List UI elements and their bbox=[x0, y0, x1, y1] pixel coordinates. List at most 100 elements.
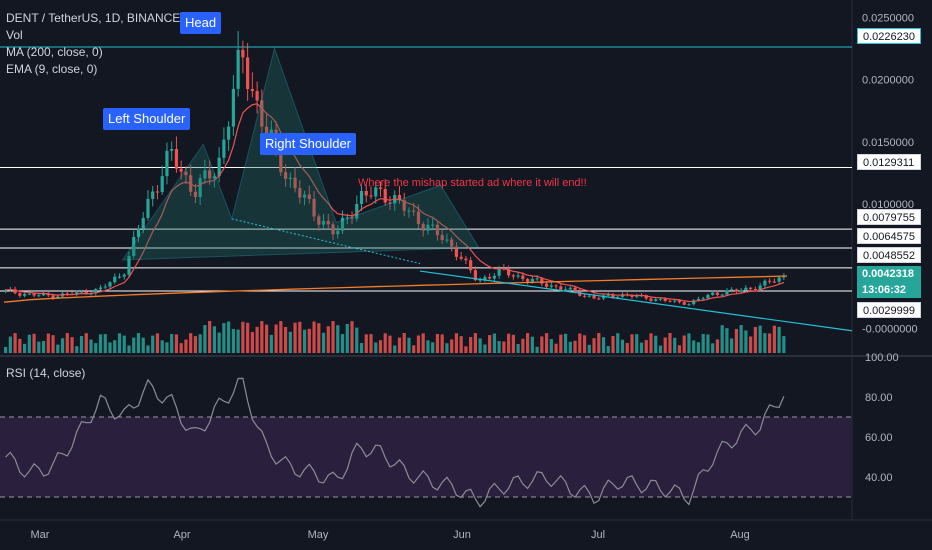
candle-body bbox=[464, 258, 468, 261]
volume-bar bbox=[459, 336, 463, 353]
left-shoulder-annotation[interactable]: Left Shoulder bbox=[103, 108, 191, 130]
candle-body bbox=[606, 294, 610, 296]
volume-bar bbox=[483, 344, 487, 353]
volume-bar bbox=[492, 333, 496, 353]
candle-body bbox=[165, 150, 169, 177]
volume-bar bbox=[488, 335, 492, 353]
vol-indicator-label[interactable]: Vol bbox=[6, 28, 23, 42]
volume-bar bbox=[179, 343, 183, 353]
candle-body bbox=[212, 176, 216, 179]
candle-body bbox=[582, 295, 587, 297]
rsi-band bbox=[0, 417, 852, 497]
volume-bar bbox=[426, 340, 430, 353]
volume-bar bbox=[60, 338, 65, 353]
candle-body bbox=[174, 149, 179, 169]
candle-body bbox=[478, 279, 482, 281]
candle-body bbox=[715, 292, 720, 295]
candle-body bbox=[283, 172, 288, 179]
rsi-indicator-label[interactable]: RSI (14, close) bbox=[6, 366, 86, 380]
candle-body bbox=[507, 268, 511, 276]
candle-body bbox=[241, 49, 245, 58]
volume-bar bbox=[246, 322, 250, 353]
volume-bar bbox=[469, 337, 473, 353]
candle-body bbox=[431, 224, 435, 226]
volume-bar bbox=[32, 333, 36, 353]
volume-bar bbox=[450, 339, 454, 353]
candle-body bbox=[217, 157, 221, 177]
candle-body bbox=[41, 293, 46, 296]
volume-bar bbox=[222, 323, 226, 353]
volume-bar bbox=[170, 334, 174, 353]
candle-body bbox=[103, 286, 107, 288]
volume-bar bbox=[127, 345, 131, 353]
volume-bar bbox=[578, 333, 582, 353]
candle-body bbox=[246, 57, 250, 89]
ma-indicator-label[interactable]: MA (200, close, 0) bbox=[6, 45, 103, 59]
volume-bar bbox=[554, 343, 558, 353]
candle-body bbox=[597, 298, 601, 300]
volume-bar bbox=[174, 334, 179, 353]
candle-body bbox=[734, 289, 738, 292]
volume-bar bbox=[644, 340, 648, 353]
candle-body bbox=[170, 149, 174, 151]
candle-body bbox=[749, 287, 753, 289]
volume-bar bbox=[193, 336, 198, 353]
candle-body bbox=[203, 170, 207, 179]
volume-bar bbox=[649, 333, 653, 353]
volume-bar bbox=[260, 321, 264, 353]
volume-bar bbox=[374, 342, 378, 353]
candle-body bbox=[616, 296, 620, 298]
candle-body bbox=[516, 275, 520, 277]
candle-body bbox=[193, 191, 198, 198]
volume-bar bbox=[706, 334, 710, 353]
candle-body bbox=[407, 210, 411, 212]
ema-line bbox=[5, 103, 785, 303]
volume-bar bbox=[189, 333, 193, 353]
candle-body bbox=[445, 239, 449, 241]
candle-body bbox=[4, 289, 8, 291]
candle-body bbox=[554, 285, 558, 287]
volume-bar bbox=[298, 321, 302, 353]
volume-bar bbox=[777, 326, 781, 353]
volume-bar bbox=[402, 333, 406, 353]
symbol-title[interactable]: DENT / TetherUS, 1D, BINANCE bbox=[6, 11, 181, 25]
volume-bar bbox=[587, 344, 591, 353]
volume-bar bbox=[673, 337, 677, 353]
volume-bar bbox=[620, 339, 625, 353]
candle-body bbox=[559, 286, 563, 290]
candle-body bbox=[65, 293, 69, 295]
right-shoulder-annotation[interactable]: Right Shoulder bbox=[260, 133, 356, 155]
head-annotation[interactable]: Head bbox=[180, 12, 222, 34]
candle-body bbox=[250, 88, 254, 92]
candle-body bbox=[260, 100, 264, 127]
candle-body bbox=[378, 187, 383, 189]
candle-body bbox=[706, 294, 710, 299]
price-axis-label: -0.0000000 bbox=[862, 323, 918, 335]
volume-bar bbox=[302, 329, 307, 353]
volume-bar bbox=[582, 335, 587, 353]
volume-bar bbox=[397, 337, 402, 353]
candle-body bbox=[535, 278, 539, 280]
candle-body bbox=[426, 224, 430, 231]
candle-body bbox=[469, 260, 473, 271]
candle-body bbox=[27, 293, 31, 295]
ema-indicator-label[interactable]: EMA (9, close, 0) bbox=[6, 62, 98, 76]
price-tag-level-4: 0.0048552 bbox=[857, 247, 921, 263]
chart-note[interactable]: Where the mishap started ad where it wil… bbox=[358, 177, 587, 189]
volume-bar bbox=[734, 328, 738, 353]
volume-bar bbox=[312, 321, 316, 353]
rsi-axis-label: 80.00 bbox=[865, 392, 893, 404]
volume-bar bbox=[763, 333, 767, 353]
rsi-axis-label: 40.00 bbox=[865, 472, 893, 484]
volume-bar bbox=[70, 337, 74, 353]
volume-bar bbox=[293, 322, 297, 353]
candle-body bbox=[374, 187, 378, 197]
volume-bar bbox=[359, 343, 364, 353]
candle-body bbox=[84, 291, 88, 294]
volume-bar bbox=[544, 333, 549, 353]
volume-bar bbox=[563, 333, 568, 353]
candle-body bbox=[450, 239, 454, 247]
candle-body bbox=[592, 295, 596, 299]
volume-bar bbox=[184, 339, 188, 353]
